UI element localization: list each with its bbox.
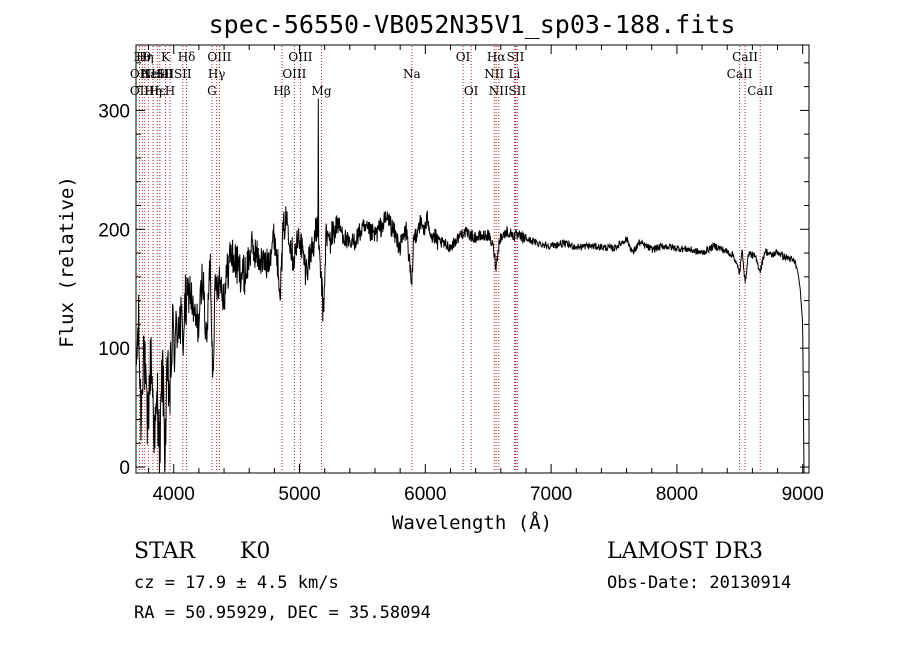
- coordinates-readout: RA = 50.95929, DEC = 35.58094: [134, 603, 431, 623]
- x-tick-label: 9000: [782, 484, 824, 505]
- axis-tick-labels: 4000 5000 6000 7000 8000 9000 0 100 200 300: [98, 101, 824, 505]
- line-marker-label: Hθ: [133, 50, 151, 64]
- y-axis-label: Flux (relative): [56, 176, 78, 348]
- line-marker-label: OI: [456, 50, 471, 64]
- line-marker-label: OIII: [282, 67, 306, 81]
- line-marker-label: Hδ: [178, 50, 196, 64]
- line-marker-label: Li: [508, 67, 520, 81]
- y-tick-label: 200: [98, 220, 130, 241]
- line-marker-label: OII: [130, 84, 150, 98]
- line-marker-label: Hη: [144, 84, 162, 98]
- line-marker-label: Hε: [149, 84, 166, 98]
- object-class: STAR: [134, 539, 195, 564]
- line-marker-label: G: [207, 84, 217, 98]
- line-marker-label: Hβ: [273, 84, 290, 98]
- line-marker-label: SII: [157, 67, 175, 81]
- line-marker-label: CaII: [727, 67, 753, 81]
- chart-title: spec-56550-VB052N35V1_sp03-188.fits: [209, 10, 736, 39]
- plot-frame: [135, 44, 810, 474]
- x-tick-label: 4000: [153, 484, 195, 505]
- line-marker-label: OII: [130, 67, 150, 81]
- line-marker-label: Hη: [136, 50, 154, 64]
- line-marker-label: OI: [464, 84, 479, 98]
- x-axis-label: Wavelength (Å): [392, 511, 552, 534]
- line-marker-label: K: [161, 50, 171, 64]
- axis-ticks: [136, 45, 809, 473]
- line-marker-label: SII: [174, 67, 192, 81]
- line-marker-label: CaII: [732, 50, 758, 64]
- line-marker-label: SII: [507, 50, 525, 64]
- line-marker-label: SII: [508, 84, 526, 98]
- line-marker-label: NII: [484, 67, 504, 81]
- x-tick-label: 5000: [278, 484, 320, 505]
- line-marker-label: NII: [489, 84, 509, 98]
- line-marker-label: Hγ: [208, 67, 226, 81]
- y-tick-label: 0: [119, 458, 130, 479]
- line-marker-label: CaII: [747, 84, 773, 98]
- object-subclass: K0: [240, 539, 271, 564]
- line-marker-label: H: [165, 84, 175, 98]
- line-marker-labels: OIIOIIHθHηHεHηNeIIIHεHeKSIIHSIIHδGHγOIII…: [130, 50, 773, 98]
- x-tick-label: 8000: [656, 484, 698, 505]
- spectrum-line: [135, 98, 805, 474]
- line-marker-label: NeIII: [141, 67, 173, 81]
- line-marker-label: Hε: [140, 67, 157, 81]
- x-tick-label: 6000: [404, 484, 446, 505]
- line-marker-label: Hα: [487, 50, 506, 64]
- line-marker-label: OIII: [207, 50, 231, 64]
- survey-name: LAMOST DR3: [607, 539, 763, 564]
- y-tick-label: 300: [98, 101, 130, 122]
- observation-date: Obs-Date: 20130914: [607, 573, 792, 593]
- line-marker-label: Mg: [312, 84, 332, 98]
- x-tick-label: 7000: [530, 484, 572, 505]
- line-marker-label: OIII: [288, 50, 312, 64]
- y-tick-label: 100: [98, 339, 130, 360]
- line-marker-label: He: [151, 67, 169, 81]
- line-marker-label: Na: [403, 67, 421, 81]
- redshift-readout: cz = 17.9 ± 4.5 km/s: [134, 573, 339, 593]
